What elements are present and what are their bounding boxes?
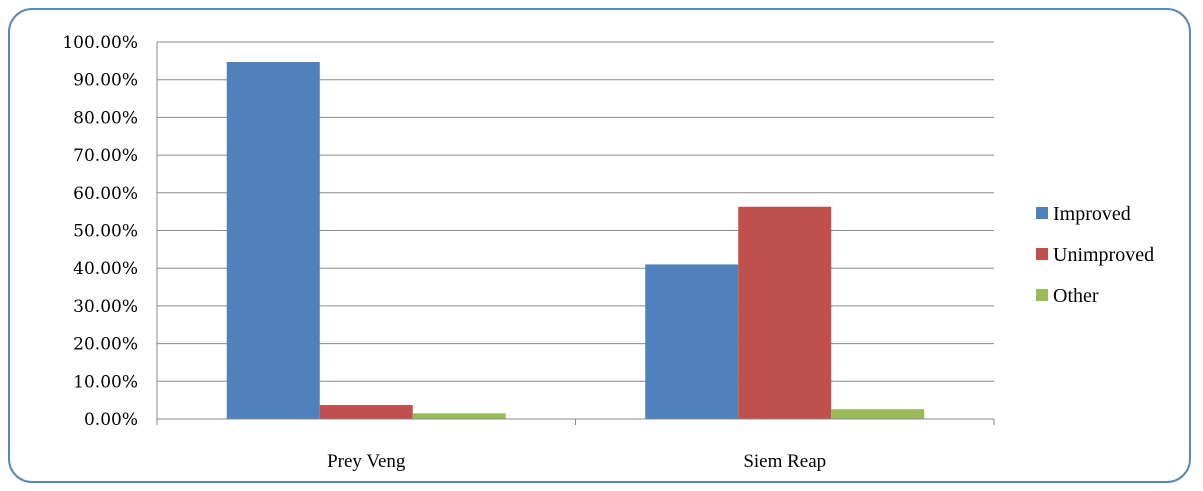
bar-improved-prey-veng: [226, 61, 320, 420]
y-tick-label: 20.00%: [73, 335, 138, 355]
y-tick-label: 100.00%: [62, 33, 138, 53]
x-axis-category-labels: Prey Veng Siem Reap: [327, 451, 826, 472]
y-axis-tick-labels: 0.00% 10.00% 20.00% 30.00% 40.00% 50.00% 60.00…: [62, 33, 138, 430]
legend-label-other: Other: [1053, 285, 1099, 307]
axes: [156, 42, 995, 425]
legend-label-unimproved: Unimproved: [1053, 244, 1154, 266]
legend: Improved Unimproved Other: [1036, 203, 1154, 307]
y-tick-label: 60.00%: [73, 184, 138, 204]
bar-improved-siem-reap: [645, 264, 739, 419]
bar-unimproved-siem-reap: [738, 206, 832, 419]
x-category-label: Siem Reap: [743, 451, 826, 472]
y-tick-label: 90.00%: [73, 71, 138, 91]
chart-frame: [8, 8, 1191, 483]
y-tick-label: 80.00%: [73, 108, 138, 128]
legend-swatch-other: [1036, 289, 1048, 301]
y-tick-label: 0.00%: [84, 410, 138, 430]
y-tick-label: 10.00%: [73, 372, 138, 392]
y-tick-label: 50.00%: [73, 222, 138, 242]
bar-unimproved-prey-veng: [319, 405, 413, 419]
legend-swatch-improved: [1036, 207, 1048, 219]
bar-other-prey-veng: [412, 413, 506, 419]
bars: [226, 61, 925, 420]
x-category-label: Prey Veng: [327, 451, 406, 472]
bar-other-siem-reap: [831, 409, 925, 419]
y-tick-label: 70.00%: [73, 146, 138, 166]
y-tick-label: 40.00%: [73, 259, 138, 279]
legend-swatch-unimproved: [1036, 248, 1048, 260]
y-tick-label: 30.00%: [73, 297, 138, 317]
legend-label-improved: Improved: [1053, 203, 1131, 225]
